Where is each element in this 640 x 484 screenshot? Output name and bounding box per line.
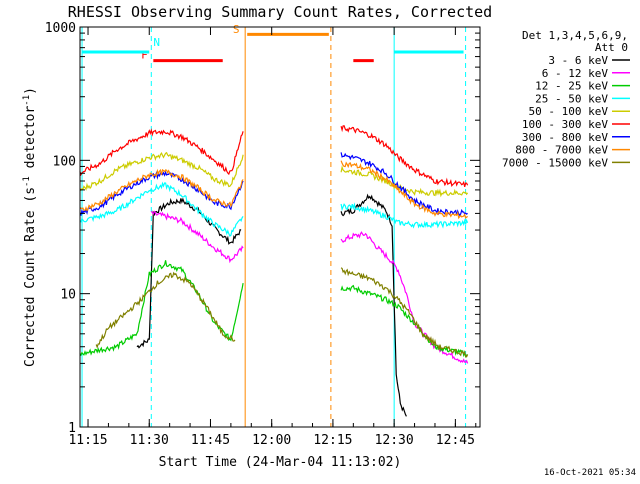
- series-line: [79, 181, 244, 237]
- legend-label: 6 - 12 keV: [542, 67, 609, 80]
- legend-label: 7000 - 15000 keV: [502, 156, 608, 169]
- x-tick-label: 11:15: [68, 433, 107, 448]
- legend-label: 800 - 7000 keV: [515, 144, 608, 157]
- x-tick-label: 12:00: [252, 433, 291, 448]
- y-tick-label: 100: [53, 154, 76, 169]
- series-line: [340, 193, 407, 417]
- legend-label: 100 - 300 keV: [522, 118, 608, 131]
- legend-label: 12 - 25 keV: [535, 80, 608, 93]
- y-tick-label: 1: [68, 421, 76, 436]
- x-tick-label: 11:45: [191, 433, 230, 448]
- series-line: [79, 168, 244, 212]
- legend-label: 300 - 800 keV: [522, 131, 608, 144]
- series-line: [340, 284, 468, 358]
- y-axis-label: Corrected Count Rate (s-1 detector-1): [22, 87, 38, 367]
- series-line: [79, 151, 244, 192]
- chart-title: RHESSI Observing Summary Count Rates, Co…: [68, 3, 492, 21]
- y-tick-label: 10: [60, 288, 76, 303]
- series-line: [340, 231, 469, 364]
- x-tick-label: 11:30: [130, 433, 169, 448]
- flag-letter-F: F: [141, 49, 148, 62]
- series-line: [95, 271, 236, 349]
- series-line: [340, 152, 468, 217]
- series-line: [136, 197, 242, 349]
- series-line: [150, 210, 244, 264]
- legend-header-line1: Det 1,3,4,5,6,9,: [522, 29, 628, 42]
- x-tick-label: 12:15: [313, 433, 352, 448]
- x-axis-label: Start Time (24-Mar-04 11:13:02): [159, 455, 402, 470]
- flag-letter-N: N: [153, 36, 160, 49]
- legend-label: 50 - 100 keV: [529, 105, 609, 118]
- legend-label: 25 - 50 keV: [535, 92, 608, 105]
- y-tick-label: 1000: [45, 21, 76, 36]
- series-line: [79, 128, 244, 177]
- series-line: [340, 160, 468, 220]
- series-line: [340, 125, 469, 188]
- x-tick-label: 12:45: [436, 433, 475, 448]
- flag-letter-S: S: [233, 23, 240, 36]
- legend-header-line2: Att 0: [595, 41, 628, 54]
- series-line: [340, 267, 469, 358]
- series-line: [340, 202, 469, 229]
- x-tick-label: 12:30: [375, 433, 414, 448]
- series-line: [79, 260, 244, 357]
- footer-timestamp: 16-Oct-2021 05:34: [544, 468, 636, 478]
- plot-frame: [79, 26, 481, 428]
- legend-label: 3 - 6 keV: [548, 54, 608, 67]
